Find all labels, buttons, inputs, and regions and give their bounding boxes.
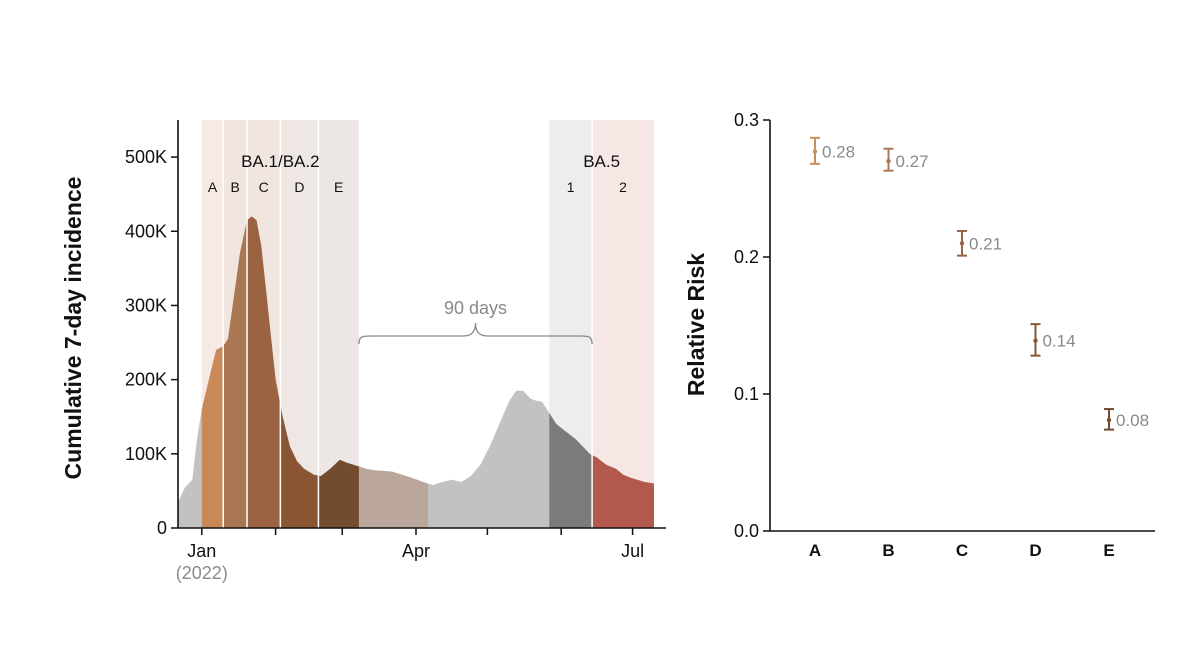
left-axes: 0 100K 200K 300K 400K 500K Jan Apr Jul	[125, 120, 666, 561]
point-marker	[1106, 417, 1112, 423]
risk-point-c: 0.21	[957, 229, 1002, 257]
period-label-d: D	[294, 179, 304, 195]
right-x-tick-label-d: D	[1029, 541, 1041, 560]
right-y-axis-title: Relative Risk	[683, 253, 709, 396]
left-y-tick-label: 0	[157, 518, 167, 538]
right-y-tick-label: 0.1	[734, 384, 759, 404]
period-label-2: 2	[619, 179, 627, 195]
left-y-tick-label: 300K	[125, 295, 167, 315]
risk-point-b: 0.27	[883, 147, 929, 172]
risk-point-a: 0.28	[810, 136, 855, 165]
incidence-area-period-a	[201, 346, 224, 528]
point-marker	[1033, 338, 1038, 343]
left-y-tick-label: 500K	[125, 147, 167, 167]
right-x-tick-label-c: C	[956, 541, 968, 560]
period-label-a: A	[208, 179, 218, 195]
period-band-2	[592, 120, 654, 528]
right-x-tick-label-a: A	[809, 541, 821, 560]
value-label: 0.27	[896, 152, 929, 171]
right-axes: 0.0 0.1 0.2 0.3 A B C D E	[734, 110, 1155, 560]
left-period-dividers	[222, 120, 593, 528]
point-marker	[959, 241, 965, 246]
period-label-b: B	[230, 179, 239, 195]
right-y-tick-label: 0.3	[734, 110, 759, 130]
left-90-days-annotation: 90 days	[358, 298, 593, 345]
incidence-area-post-e	[358, 466, 428, 528]
annotation-brace	[358, 322, 593, 345]
incidence-area-period-e	[318, 459, 359, 528]
left-y-tick-label: 400K	[125, 221, 167, 241]
incidence-area-period-d	[280, 404, 319, 528]
right-x-tick-label-b: B	[882, 541, 894, 560]
left-incidence-area	[178, 216, 654, 528]
value-label: 0.08	[1116, 411, 1149, 430]
right-x-tick-label-e: E	[1103, 541, 1114, 560]
risk-point-e: 0.08	[1104, 408, 1149, 431]
left-x-axis-year-label: (2022)	[176, 563, 228, 583]
value-label: 0.21	[969, 234, 1002, 253]
left-x-tick-label: Jul	[621, 541, 644, 561]
annotation-label: 90 days	[444, 298, 507, 318]
right-y-tick-label: 0.0	[734, 521, 759, 541]
value-label: 0.14	[1043, 332, 1076, 351]
point-marker	[812, 149, 818, 154]
wave-label-ba5: BA.5	[583, 152, 620, 171]
period-label-e: E	[334, 179, 343, 195]
incidence-area-period-c	[247, 216, 281, 528]
wave-label-ba1-ba2: BA.1/BA.2	[241, 152, 319, 171]
period-band-e	[318, 120, 359, 528]
risk-point-d: 0.14	[1030, 323, 1076, 357]
point-marker	[886, 158, 891, 164]
right-y-tick-label: 0.2	[734, 247, 759, 267]
incidence-area-base	[178, 216, 654, 528]
left-y-tick-label: 200K	[125, 370, 167, 390]
left-x-tick-label: Jan	[187, 541, 216, 561]
incidence-area-period-2	[592, 455, 654, 528]
period-label-c: C	[259, 179, 269, 195]
incidence-area-period-b	[223, 220, 247, 528]
left-y-axis-title: Cumulative 7-day incidence	[60, 177, 86, 480]
left-y-tick-label: 100K	[125, 444, 167, 464]
value-label: 0.28	[822, 143, 855, 162]
left-x-tick-label: Apr	[402, 541, 430, 561]
period-label-1: 1	[567, 179, 575, 195]
incidence-area-period-1	[549, 413, 593, 528]
right-relative-risk-points: 0.28 0.27 0.21 0.14 0.08	[810, 136, 1149, 431]
